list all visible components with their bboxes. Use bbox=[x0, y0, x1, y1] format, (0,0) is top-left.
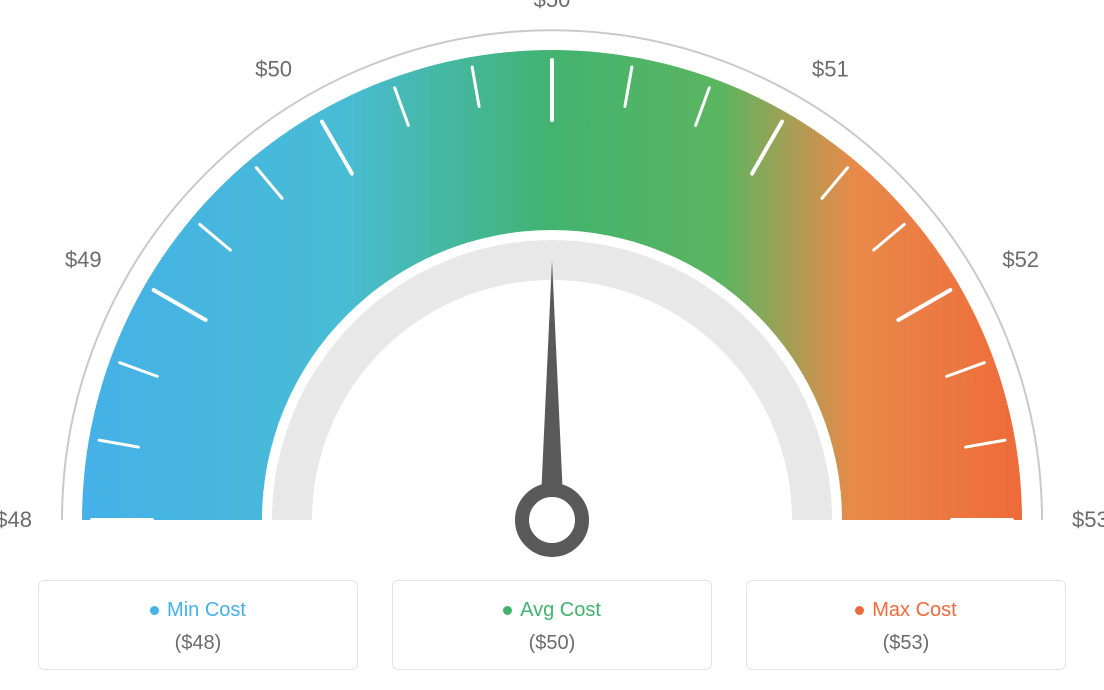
legend-title-avg: Avg Cost bbox=[503, 599, 601, 622]
svg-text:$49: $49 bbox=[65, 247, 102, 272]
legend-title-min-text: Min Cost bbox=[167, 599, 246, 622]
legend-value-max: ($53) bbox=[757, 632, 1055, 655]
legend-dot-max bbox=[855, 606, 864, 615]
legend-dot-avg bbox=[503, 606, 512, 615]
legend-card-max: Max Cost ($53) bbox=[746, 580, 1066, 670]
legend-title-avg-text: Avg Cost bbox=[520, 599, 601, 622]
svg-text:$52: $52 bbox=[1002, 247, 1039, 272]
svg-text:$50: $50 bbox=[534, 0, 571, 12]
legend-title-min: Min Cost bbox=[150, 599, 246, 622]
legend-value-min: ($48) bbox=[49, 632, 347, 655]
svg-text:$48: $48 bbox=[0, 507, 32, 532]
legend-card-min: Min Cost ($48) bbox=[38, 580, 358, 670]
svg-text:$53: $53 bbox=[1072, 507, 1104, 532]
legend-card-avg: Avg Cost ($50) bbox=[392, 580, 712, 670]
gauge-svg: $48 $49 $50 $50 $51 $52 $53 bbox=[0, 0, 1104, 560]
legend-title-max-text: Max Cost bbox=[872, 599, 956, 622]
svg-text:$50: $50 bbox=[255, 57, 292, 82]
gauge-chart: $48 $49 $50 $50 $51 $52 $53 bbox=[0, 0, 1104, 560]
legend-value-avg: ($50) bbox=[403, 632, 701, 655]
legend-dot-min bbox=[150, 606, 159, 615]
legend-row: Min Cost ($48) Avg Cost ($50) Max Cost (… bbox=[0, 580, 1104, 670]
svg-text:$51: $51 bbox=[812, 57, 849, 82]
legend-title-max: Max Cost bbox=[855, 599, 956, 622]
